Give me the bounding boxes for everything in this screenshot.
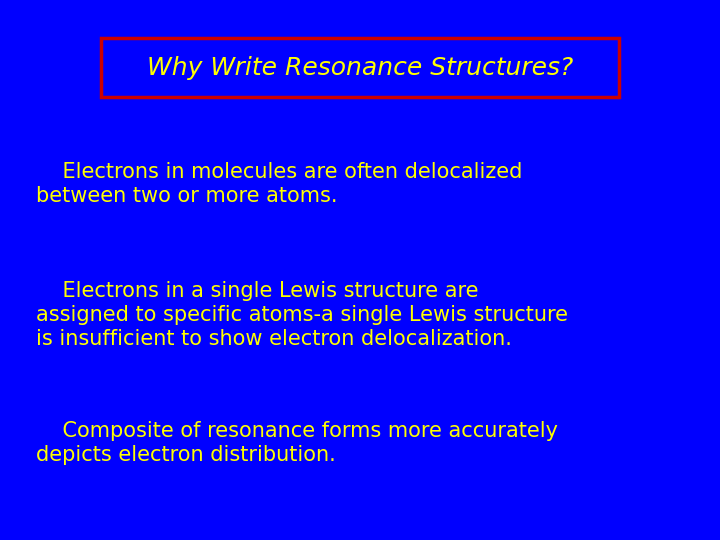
Text: Composite of resonance forms more accurately
depicts electron distribution.: Composite of resonance forms more accura…	[36, 421, 558, 465]
Text: Why Write Resonance Structures?: Why Write Resonance Structures?	[147, 56, 573, 79]
FancyBboxPatch shape	[101, 38, 619, 97]
Text: Electrons in a single Lewis structure are
assigned to specific atoms-a single Le: Electrons in a single Lewis structure ar…	[36, 281, 568, 349]
Text: Electrons in molecules are often delocalized
between two or more atoms.: Electrons in molecules are often delocal…	[36, 162, 523, 206]
